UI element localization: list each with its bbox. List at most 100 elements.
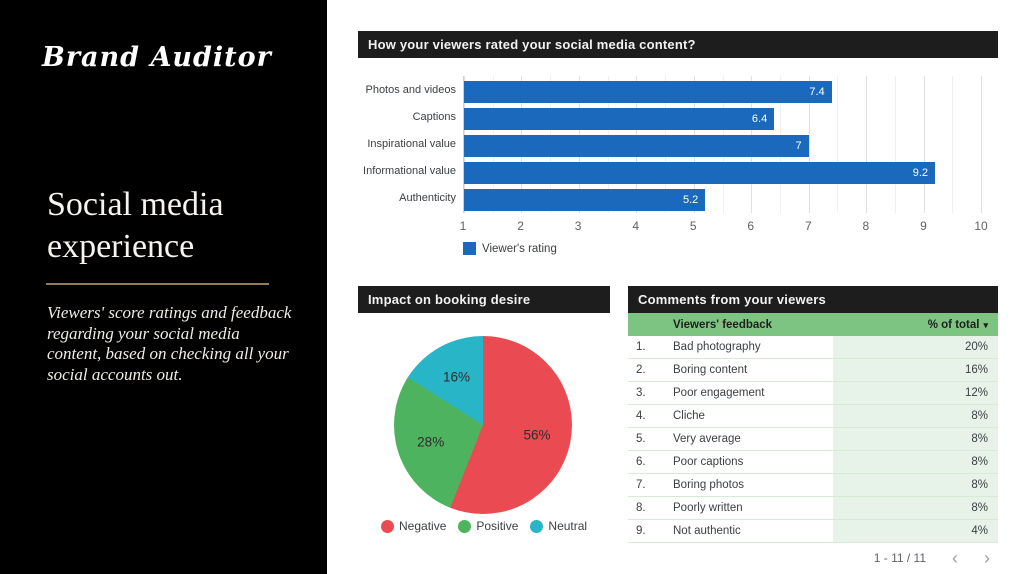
table-row: 3. Poor engagement 12% xyxy=(628,382,998,405)
feedback-text: Cliche xyxy=(673,410,705,422)
title-divider xyxy=(46,283,269,285)
bar-2: 7 xyxy=(464,135,809,157)
brand-logo: Brand Auditor xyxy=(42,42,272,73)
bar-4: 5.2 xyxy=(464,189,706,211)
legend-dot-icon xyxy=(530,519,544,533)
pie-slice-label: 16% xyxy=(442,369,471,385)
gridline xyxy=(808,76,810,213)
gridline xyxy=(837,76,839,213)
row-index: 3. xyxy=(636,387,646,399)
page-description: Viewers' score ratings and feedback rega… xyxy=(47,303,292,384)
pagination-range: 1 - 11 / 11 xyxy=(873,551,926,565)
table-header-percent[interactable]: % of total ▾ xyxy=(927,318,988,331)
bar-3: 9.2 xyxy=(464,162,936,184)
percent-value: 8% xyxy=(833,451,998,473)
pie-legend-label: Positive xyxy=(476,519,519,533)
table-row: 8. Poorly written 8% xyxy=(628,497,998,520)
table-title: Comments from your viewers xyxy=(628,286,998,313)
percent-value: 8% xyxy=(833,405,998,427)
x-tick-label: 7 xyxy=(804,219,812,233)
legend-label: Viewer's rating xyxy=(482,242,557,255)
feedback-text: Boring photos xyxy=(673,479,744,491)
pie-chart xyxy=(394,336,572,514)
previous-page-icon[interactable]: ‹ xyxy=(952,548,958,568)
feedback-text: Poor engagement xyxy=(673,387,765,399)
row-index: 8. xyxy=(636,502,646,514)
row-index: 5. xyxy=(636,433,646,445)
pie-legend-item: Negative xyxy=(381,519,446,533)
x-tick-label: 4 xyxy=(632,219,639,233)
bar-0: 7.4 xyxy=(464,81,832,103)
percent-value: 4% xyxy=(833,520,998,542)
bar-category-label: Informational value xyxy=(363,164,456,177)
feedback-text: Very average xyxy=(673,433,741,445)
feedback-text: Poor captions xyxy=(673,456,744,468)
table-header-row: Viewers' feedback % of total ▾ xyxy=(628,313,998,336)
bar-chart-category-labels: Photos and videos Captions Inspirational v… xyxy=(330,76,456,211)
x-tick-label: 9 xyxy=(920,219,927,233)
next-page-icon[interactable]: › xyxy=(984,548,990,568)
bar-value-label: 9.2 xyxy=(912,167,929,179)
sort-descending-icon[interactable]: ▾ xyxy=(983,319,988,330)
sidebar: Brand Auditor Social media experience Vi… xyxy=(0,0,327,574)
feedback-text: Not authentic xyxy=(673,525,741,537)
percent-value: 8% xyxy=(833,497,998,519)
row-index: 9. xyxy=(636,525,646,537)
gridline xyxy=(866,76,868,213)
bar-category-label: Photos and videos xyxy=(365,83,456,96)
table-row: 2. Boring content 16% xyxy=(628,359,998,382)
percent-value: 20% xyxy=(833,336,998,358)
row-index: 4. xyxy=(636,410,646,422)
x-tick-label: 5 xyxy=(689,219,697,233)
bar-chart-legend: Viewer's rating xyxy=(463,242,557,255)
bar-category-label: Authenticity xyxy=(399,191,456,204)
table-row: 5. Very average 8% xyxy=(628,428,998,451)
pie-slice-label: 28% xyxy=(417,434,445,450)
gridline xyxy=(952,76,954,213)
x-tick-label: 8 xyxy=(862,219,870,233)
row-index: 1. xyxy=(636,341,646,353)
gridline xyxy=(894,76,896,213)
row-index: 2. xyxy=(636,364,646,376)
legend-dot-icon xyxy=(458,519,472,533)
gridline xyxy=(981,76,982,213)
page-title: Social media experience xyxy=(47,186,224,265)
bar-category-label: Inspirational value xyxy=(367,137,456,150)
bar-value-label: 7 xyxy=(795,140,802,152)
pie-legend-item: Neutral xyxy=(530,519,587,533)
feedback-text: Bad photography xyxy=(673,341,761,353)
x-tick-label: 6 xyxy=(747,219,755,233)
percent-value: 12% xyxy=(833,382,998,404)
pie-legend-item: Positive xyxy=(458,519,518,533)
table-row: 4. Cliche 8% xyxy=(628,405,998,428)
row-index: 6. xyxy=(636,456,646,468)
bar-1: 6.4 xyxy=(464,108,775,130)
x-tick-label: 10 xyxy=(974,219,988,233)
legend-dot-icon xyxy=(381,519,394,533)
x-tick-label: 2 xyxy=(517,219,524,233)
table-row: 6. Poor captions 8% xyxy=(628,451,998,474)
feedback-table: Viewers' feedback % of total ▾ 1. Bad phot… xyxy=(628,313,998,543)
x-tick-label: 1 xyxy=(459,219,467,233)
table-row: 9. Not authentic 4% xyxy=(628,520,998,543)
bar-category-label: Captions xyxy=(412,110,456,123)
table-header-feedback: Viewers' feedback xyxy=(673,318,773,331)
legend-swatch-icon xyxy=(463,242,476,255)
bar-value-label: 6.4 xyxy=(751,113,768,125)
percent-value: 16% xyxy=(833,359,998,381)
pie-slice-label: 56% xyxy=(523,427,551,443)
percent-value: 8% xyxy=(833,474,998,496)
bar-chart-plot: 7.4 6.4 7 9.2 5.2 xyxy=(463,76,982,213)
pie-legend-label: Negative xyxy=(399,519,447,533)
table-row: 7. Boring photos 8% xyxy=(628,474,998,497)
x-tick-label: 3 xyxy=(574,219,582,233)
table-body: 1. Bad photography 20% 2. Boring content 16% 3… xyxy=(628,336,998,543)
bar-chart-title: How your viewers rated your social media… xyxy=(358,31,998,58)
table-row: 1. Bad photography 20% xyxy=(628,336,998,359)
row-index: 7. xyxy=(636,479,646,491)
feedback-text: Poorly written xyxy=(673,502,743,514)
pie-legend-label: Neutral xyxy=(548,519,588,533)
bar-value-label: 5.2 xyxy=(682,194,699,206)
bar-chart-x-axis: 1 2 3 4 5 6 7 8 9 10 xyxy=(459,219,988,233)
